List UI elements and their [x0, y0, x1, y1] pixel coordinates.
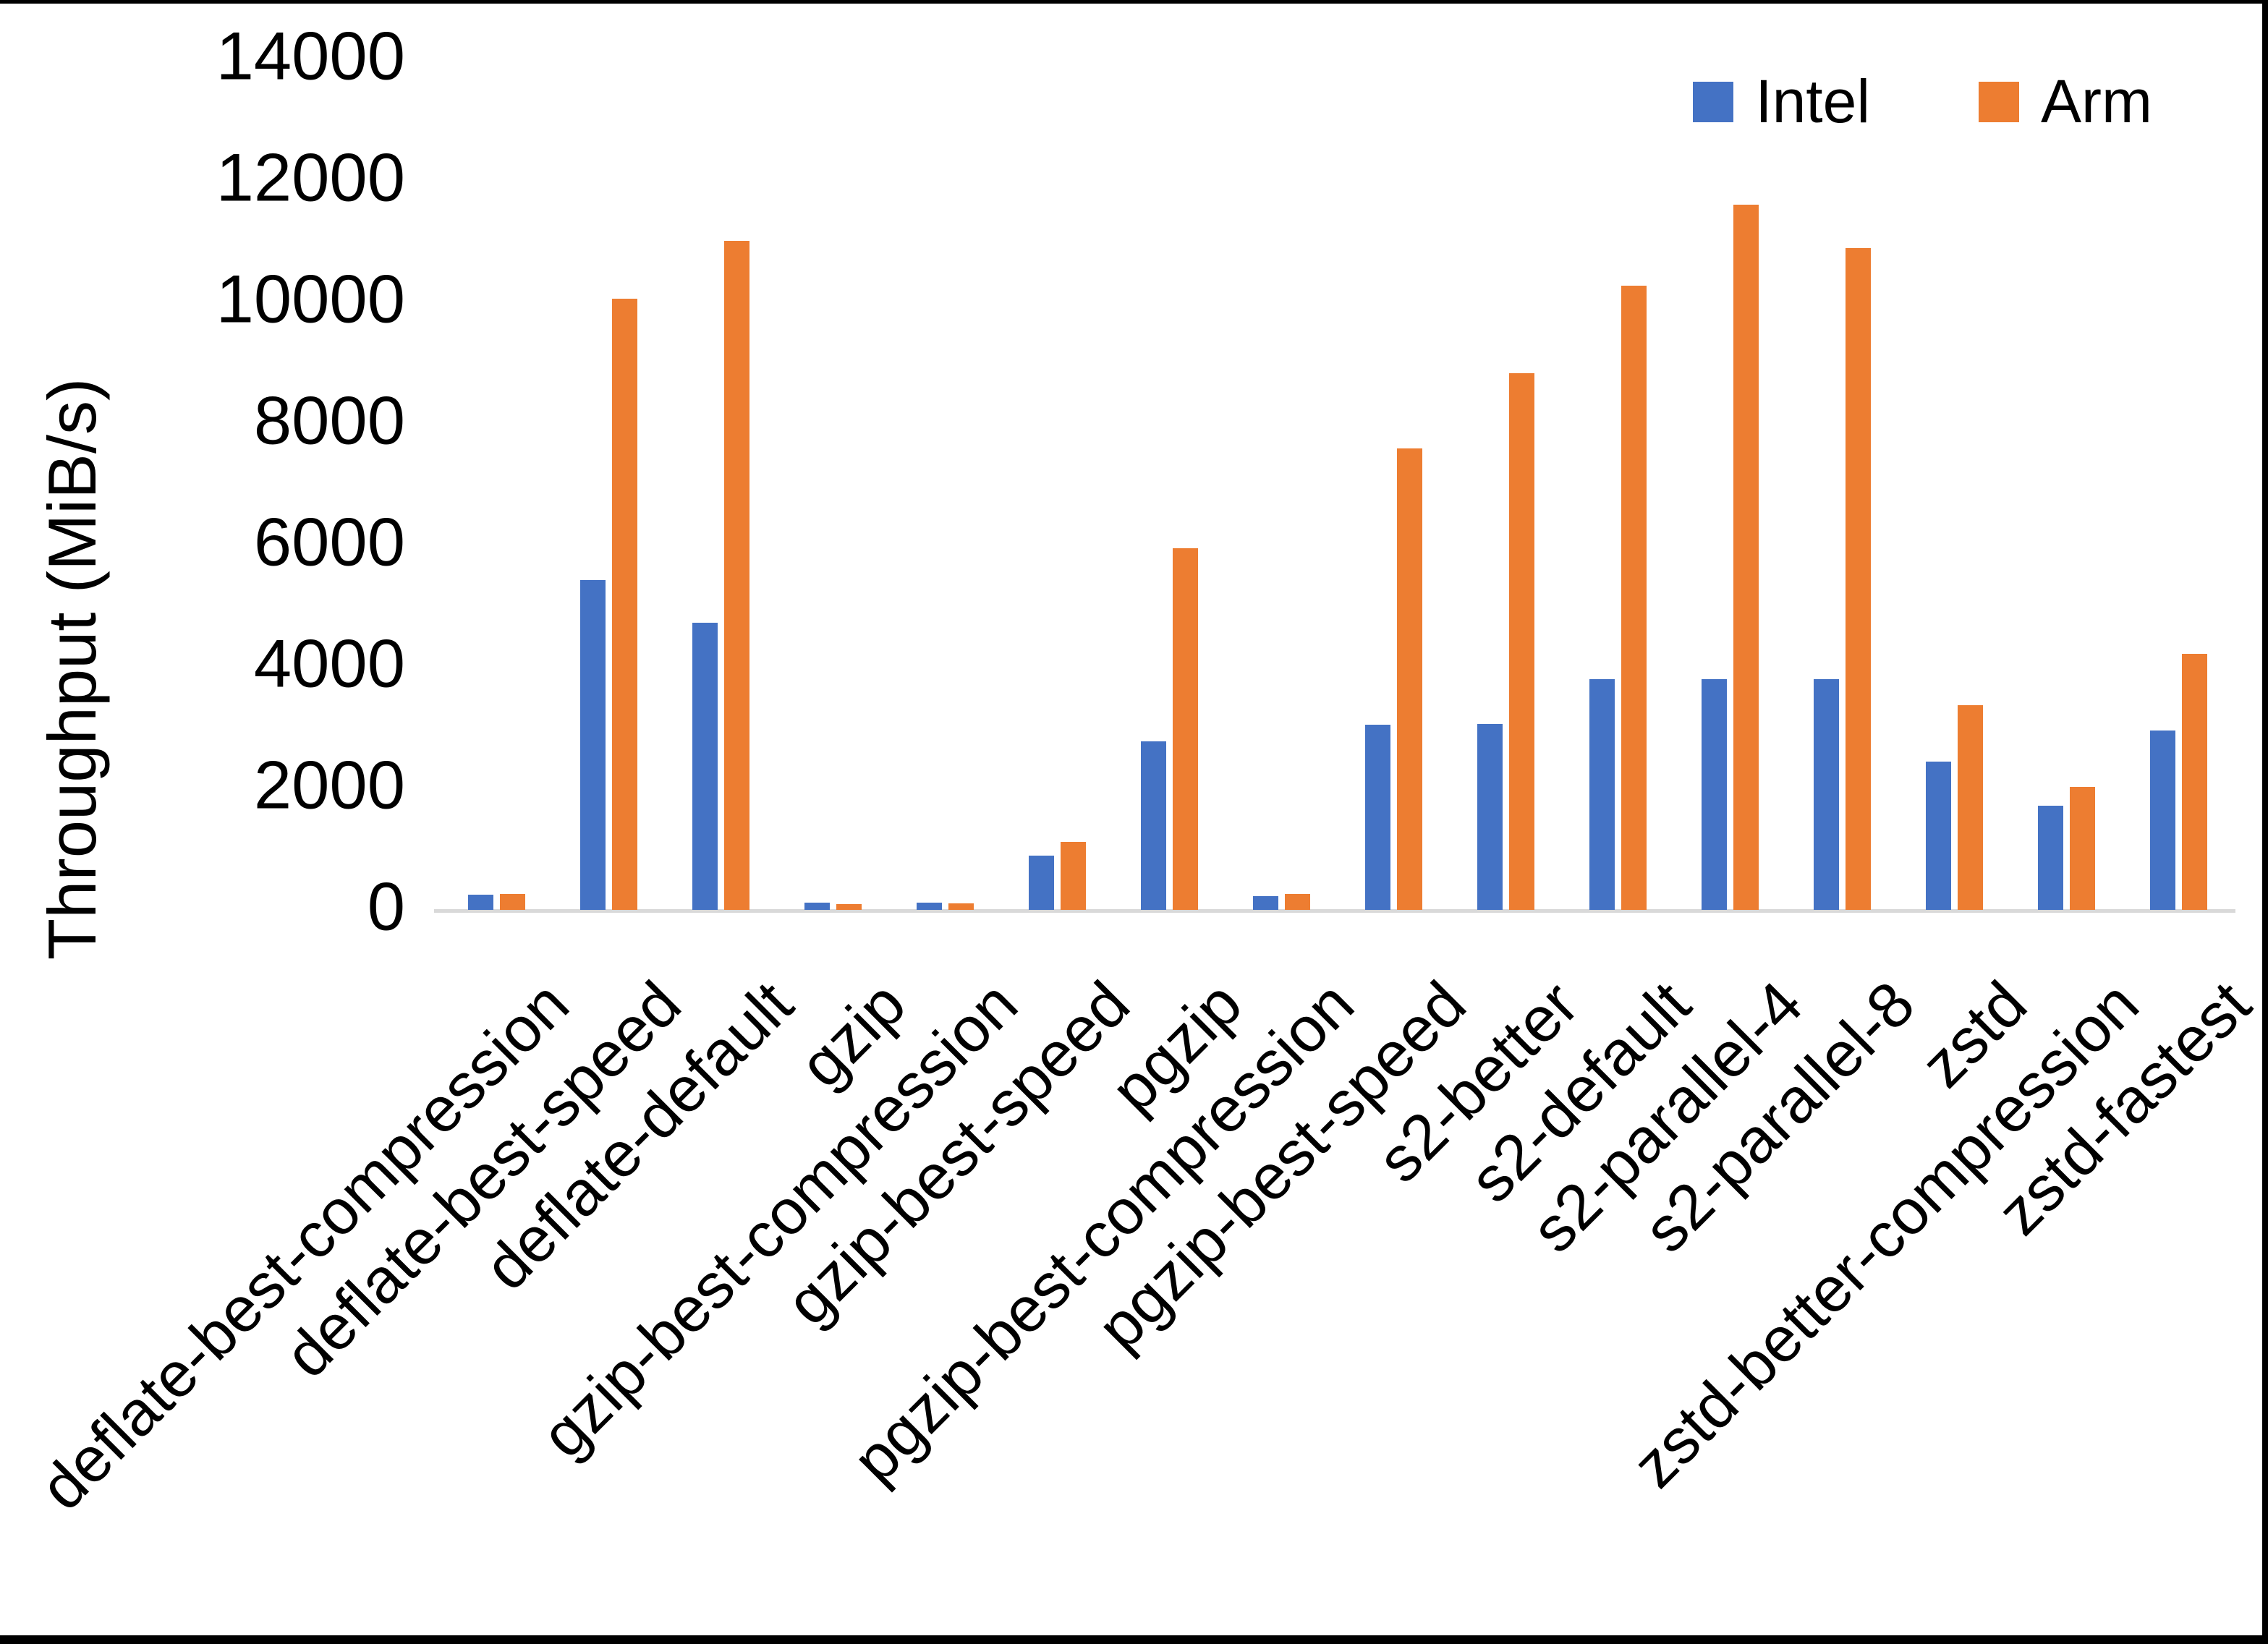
x-category-label-s2-parallel-8: s2-parallel-8: [1629, 967, 1928, 1266]
frame-border-right: [2262, 0, 2268, 1644]
y-tick-label-6000: 6000: [253, 503, 405, 580]
bar-intel-deflate-default: [692, 623, 718, 910]
bar-arm-s2-parallel-4: [1733, 205, 1759, 910]
bar-intel-s2-default: [1589, 679, 1615, 910]
bar-intel-gzip: [804, 903, 830, 910]
x-axis-line: [434, 909, 2235, 913]
y-tick-label-2000: 2000: [253, 746, 405, 823]
bar-arm-deflate-best-speed: [611, 299, 637, 910]
bar-arm-gzip-best-speed: [1060, 842, 1086, 910]
legend: Intel Arm: [1693, 67, 2152, 137]
bar-arm-zstd-fastest: [2181, 654, 2207, 910]
bar-intel-deflate-best-compression: [467, 895, 493, 910]
bar-arm-pgzip-best-compression: [1284, 894, 1310, 910]
frame-border-top: [0, 0, 2268, 4]
bar-arm-zstd-better-compression: [2069, 787, 2095, 910]
bar-intel-s2-parallel-8: [1813, 679, 1839, 910]
legend-label-intel: Intel: [1755, 67, 1871, 135]
bar-intel-s2-parallel-4: [1701, 679, 1727, 910]
y-tick-label-0: 0: [367, 868, 405, 945]
bar-intel-zstd: [1925, 762, 1951, 910]
bar-arm-gzip-best-compression: [948, 903, 974, 910]
x-category-label-deflate-best-compression: deflate-best-compression: [26, 967, 582, 1524]
bar-arm-s2-parallel-8: [1845, 248, 1871, 910]
bar-intel-pgzip: [1140, 741, 1166, 910]
bar-arm-gzip: [836, 904, 862, 910]
x-category-label-deflate-default: deflate-default: [470, 967, 807, 1304]
y-tick-label-10000: 10000: [216, 260, 405, 337]
x-category-label-s2-parallel-4: s2-parallel-4: [1517, 967, 1816, 1266]
y-tick-label-4000: 4000: [253, 625, 405, 702]
x-category-label-pgzip-best-speed: pgzip-best-speed: [1083, 967, 1479, 1364]
x-category-label-deflate-best-speed: deflate-best-speed: [271, 967, 695, 1392]
bar-intel-gzip-best-compression: [916, 903, 942, 910]
legend-item-arm: Arm: [1979, 67, 2152, 137]
plot-area: [434, 205, 2235, 913]
x-category-label-gzip: gzip: [785, 967, 919, 1101]
y-tick-label-14000: 14000: [216, 17, 405, 94]
x-category-label-gzip-best-speed: gzip-best-speed: [771, 967, 1143, 1339]
bar-arm-pgzip: [1172, 548, 1198, 910]
legend-swatch-arm: [1979, 81, 2020, 122]
bar-arm-s2-better: [1508, 373, 1534, 910]
bar-arm-deflate-best-compression: [499, 894, 525, 910]
x-category-label-s2-default: s2-default: [1455, 967, 1704, 1216]
frame-border-bottom: [0, 1635, 2268, 1644]
bar-intel-deflate-best-speed: [579, 580, 606, 910]
bar-arm-pgzip-best-speed: [1396, 448, 1422, 910]
x-category-label-zstd: zstd: [1906, 967, 2040, 1101]
bar-intel-gzip-best-speed: [1028, 856, 1054, 910]
bar-arm-zstd: [1957, 705, 1983, 910]
bar-intel-zstd-better-compression: [2037, 806, 2063, 910]
legend-item-intel: Intel: [1693, 67, 1870, 137]
x-category-label-gzip-best-compression: gzip-best-compression: [527, 967, 1031, 1471]
y-tick-label-12000: 12000: [216, 139, 405, 216]
bar-arm-s2-default: [1621, 286, 1647, 910]
x-category-label-zstd-fastest: zstd-fastest: [1983, 967, 2264, 1248]
bar-intel-pgzip-best-speed: [1364, 725, 1390, 910]
x-category-label-s2-better: s2-better: [1363, 967, 1592, 1196]
x-category-label-zstd-better-compression: zstd-better-compression: [1618, 967, 2152, 1502]
y-tick-label-8000: 8000: [253, 382, 405, 459]
bar-intel-pgzip-best-compression: [1252, 896, 1278, 910]
x-category-label-pgzip-best-compression: pgzip-best-compression: [838, 967, 1367, 1496]
legend-swatch-intel: [1693, 81, 1734, 122]
x-category-label-pgzip: pgzip: [1096, 967, 1255, 1126]
legend-label-arm: Arm: [2041, 67, 2152, 135]
bar-intel-s2-better: [1477, 724, 1503, 910]
bar-arm-deflate-default: [723, 241, 749, 910]
bar-intel-zstd-fastest: [2149, 731, 2175, 910]
